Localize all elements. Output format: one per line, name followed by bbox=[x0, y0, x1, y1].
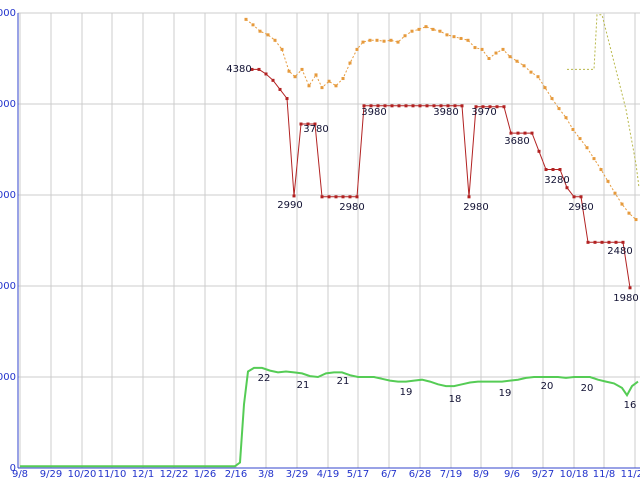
point-label: 3980 bbox=[361, 107, 386, 118]
x-tick-label: 12/1 bbox=[132, 469, 154, 480]
x-tick-label: 9/27 bbox=[532, 469, 554, 480]
point-label: 2480 bbox=[607, 246, 632, 257]
x-tick-label: 7/19 bbox=[440, 469, 462, 480]
x-tick-label: 2/16 bbox=[225, 469, 247, 480]
x-tick-label: 11/29 bbox=[621, 469, 640, 480]
x-tick-label: 11/8 bbox=[593, 469, 615, 480]
point-label: 2990 bbox=[277, 200, 302, 211]
point-label: 18 bbox=[449, 394, 462, 405]
y-tick-label: 3000 bbox=[0, 190, 16, 201]
point-label: 1980 bbox=[613, 293, 638, 304]
x-tick-label: 10/18 bbox=[560, 469, 589, 480]
point-label: 21 bbox=[297, 380, 310, 391]
point-label: 19 bbox=[400, 387, 413, 398]
point-label: 3780 bbox=[303, 124, 328, 135]
series-store-count-x50 bbox=[20, 366, 639, 468]
point-label: 2980 bbox=[463, 202, 488, 213]
y-tick-label: 1000 bbox=[0, 372, 16, 383]
x-tick-label: 9/8 bbox=[12, 469, 28, 480]
y-tick-label: 0 bbox=[10, 463, 16, 474]
x-tick-label: 9/29 bbox=[40, 469, 62, 480]
y-tick-label: 4000 bbox=[0, 99, 16, 110]
x-tick-label: 3/8 bbox=[258, 469, 274, 480]
x-tick-label: 8/9 bbox=[473, 469, 489, 480]
x-tick-label: 1/26 bbox=[194, 469, 216, 480]
x-tick-label: 6/28 bbox=[409, 469, 431, 480]
point-label: 2980 bbox=[568, 202, 593, 213]
x-tick-label: 4/19 bbox=[317, 469, 339, 480]
point-label: 16 bbox=[624, 400, 637, 411]
x-tick-label: 9/6 bbox=[504, 469, 520, 480]
y-tick-label: 5000 bbox=[0, 8, 16, 19]
point-label: 3970 bbox=[471, 107, 496, 118]
point-label: 20 bbox=[541, 381, 554, 392]
point-label: 22 bbox=[258, 373, 271, 384]
point-label: 21 bbox=[337, 376, 350, 387]
x-tick-label: 5/17 bbox=[347, 469, 369, 480]
x-tick-label: 10/20 bbox=[68, 469, 97, 480]
x-tick-label: 11/10 bbox=[98, 469, 127, 480]
point-label: 3280 bbox=[544, 175, 569, 186]
point-label: 19 bbox=[499, 388, 512, 399]
point-label: 4380 bbox=[226, 64, 251, 75]
point-label: 20 bbox=[581, 383, 594, 394]
y-tick-label: 2000 bbox=[0, 281, 16, 292]
x-tick-label: 3/29 bbox=[286, 469, 308, 480]
x-tick-label: 6/7 bbox=[381, 469, 397, 480]
point-label: 3680 bbox=[504, 136, 529, 147]
point-label: 2980 bbox=[339, 202, 364, 213]
point-label: 3980 bbox=[433, 107, 458, 118]
x-tick-label: 12/22 bbox=[160, 469, 189, 480]
